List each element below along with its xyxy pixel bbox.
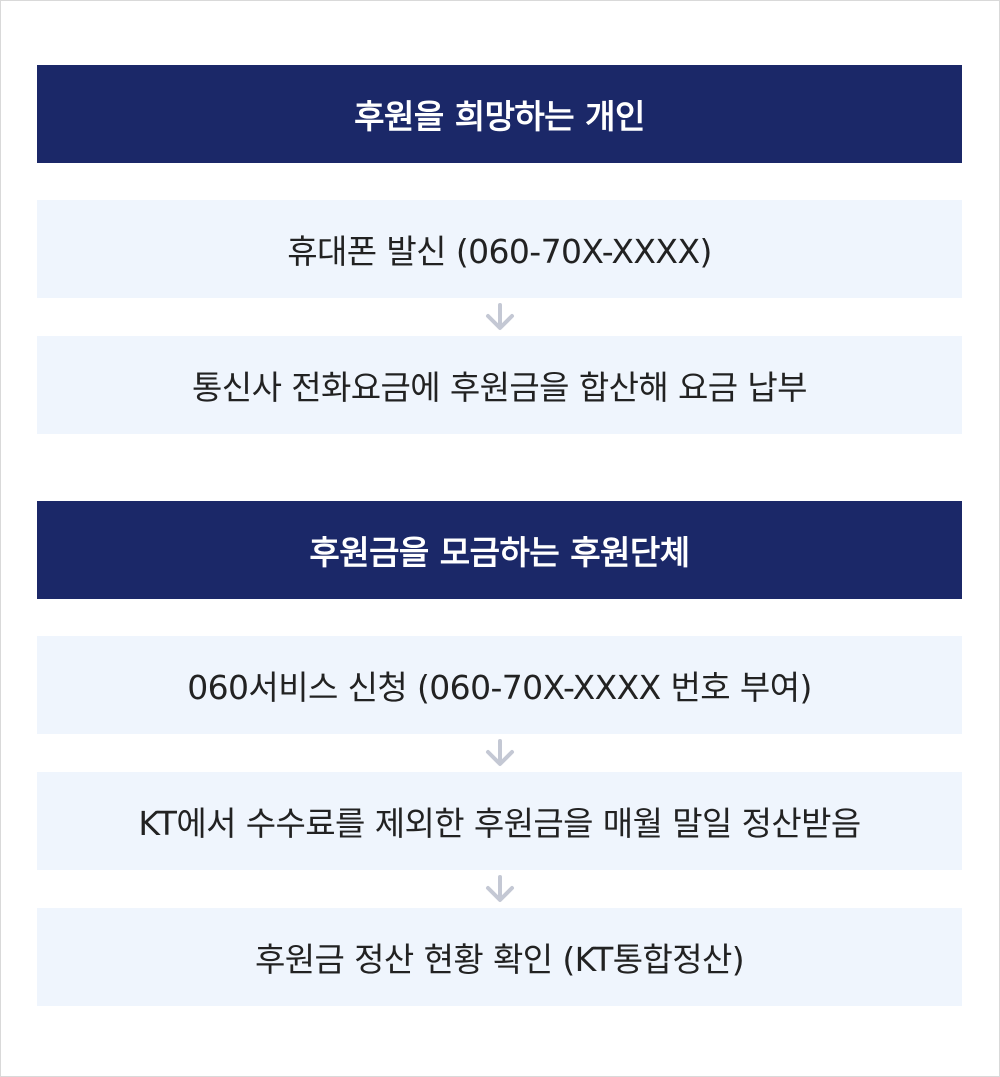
arrow-down-icon: [37, 298, 962, 336]
flow-step: 통신사 전화요금에 후원금을 합산해 요금 납부: [37, 336, 962, 434]
section-organization: 후원금을 모금하는 후원단체 060서비스 신청 (060-70X-XXXX 번…: [37, 501, 962, 1006]
section-individual: 후원을 희망하는 개인 휴대폰 발신 (060-70X-XXXX) 통신사 전화…: [37, 65, 962, 434]
arrow-down-icon: [37, 734, 962, 772]
flow-step: 휴대폰 발신 (060-70X-XXXX): [37, 200, 962, 298]
flow-step: 후원금 정산 현황 확인 (KT통합정산): [37, 908, 962, 1006]
arrow-down-icon: [37, 870, 962, 908]
flow-step: 060서비스 신청 (060-70X-XXXX 번호 부여): [37, 636, 962, 734]
section-header: 후원금을 모금하는 후원단체: [37, 501, 962, 599]
section-header: 후원을 희망하는 개인: [37, 65, 962, 163]
flow-step: KT에서 수수료를 제외한 후원금을 매월 말일 정산받음: [37, 772, 962, 870]
